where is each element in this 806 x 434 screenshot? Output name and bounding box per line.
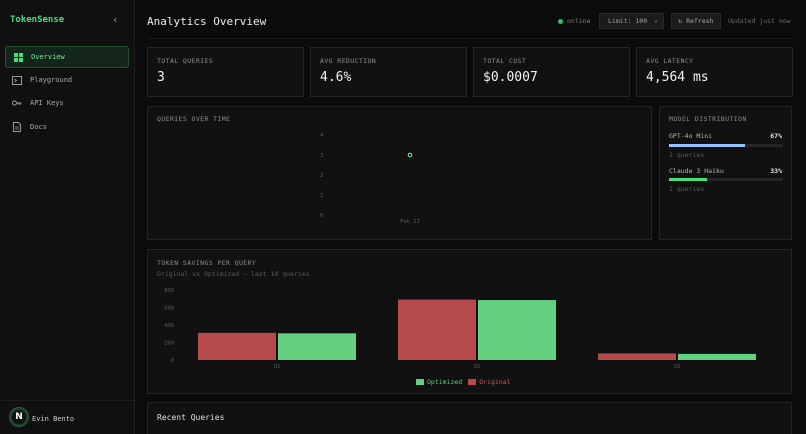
bar-original[interactable] [398, 299, 476, 360]
legend-item-original: Original [468, 378, 511, 386]
app-name: TokenSense [10, 15, 65, 25]
user-name: Evin Bento [32, 415, 75, 423]
legend-label: Original [479, 378, 511, 386]
model-bar-track [669, 144, 783, 147]
sidebar: TokenSense ‹ Overview Playground API Key… [0, 0, 135, 434]
sidebar-item-label: API Keys [30, 99, 64, 107]
collapse-sidebar-icon[interactable]: ‹ [112, 13, 119, 26]
bar-optimized[interactable] [278, 333, 356, 360]
sidebar-footer: N Evin Bento [0, 400, 135, 434]
panel-title: TOKEN SAVINGS PER QUERY [157, 259, 257, 267]
status-indicator: online [558, 17, 590, 25]
legend-item-optimized: Optimized [416, 378, 462, 386]
model-queries: 2 queries [669, 151, 705, 159]
sidebar-item-playground[interactable]: Playground [5, 69, 129, 91]
sidebar-item-label: Overview [31, 53, 65, 61]
stat-card-total-cost: TOTAL COST $0.0007 [473, 47, 630, 97]
stat-card-avg-latency: AVG LATENCY 4,564 ms [636, 47, 793, 97]
sidebar-item-label: Playground [30, 76, 73, 84]
model-percent: 67% [770, 132, 782, 140]
chart-legend: Optimized Original [416, 378, 517, 386]
y-tick-label: 600 [164, 306, 174, 312]
updated-timestamp: Updated just now [728, 17, 791, 25]
stat-label: TOTAL COST [483, 57, 527, 65]
y-tick-label: 1 [320, 193, 323, 199]
stat-label: TOTAL QUERIES [157, 57, 214, 65]
stat-card-avg-reduction: AVG REDUCTION 4.6% [310, 47, 467, 97]
model-bar-fill [669, 178, 707, 181]
avatar-initial: N [15, 412, 23, 422]
document-icon [12, 122, 22, 132]
avatar[interactable]: N [9, 407, 29, 427]
limit-value: Limit: 100 [608, 17, 648, 25]
stat-label: AVG LATENCY [646, 57, 694, 65]
stat-value: $0.0007 [483, 70, 538, 85]
bar-optimized[interactable] [678, 353, 756, 360]
x-tick-label: Q3 [674, 364, 681, 370]
key-icon [12, 98, 22, 108]
terminal-icon [12, 75, 22, 85]
y-tick-label: 2 [320, 173, 323, 179]
x-tick-label: Feb 22 [400, 219, 420, 225]
y-tick-label: 800 [164, 288, 174, 294]
recent-queries-title: Recent Queries [157, 413, 225, 422]
sidebar-item-docs[interactable]: Docs [5, 116, 129, 138]
chevron-down-icon: ⌄ [653, 16, 658, 24]
header-divider [147, 38, 792, 39]
legend-label: Optimized [427, 378, 463, 386]
model-queries: 1 queries [669, 185, 705, 193]
stat-label: AVG REDUCTION [320, 57, 377, 65]
y-tick-label: 3 [320, 153, 323, 159]
model-percent: 33% [770, 167, 782, 175]
savings-chart: 0 200 400 600 800 Q1 Q2 Q3 [164, 288, 756, 370]
bar-original[interactable] [198, 332, 276, 360]
y-tick-label: 400 [164, 323, 174, 329]
grid-icon [13, 52, 23, 62]
legend-swatch [416, 379, 424, 385]
model-bar-fill [669, 144, 746, 147]
bar-original[interactable] [598, 353, 676, 360]
y-tick-label: 0 [320, 213, 323, 219]
stat-value: 4,564 ms [646, 70, 709, 85]
status-text: online [567, 17, 591, 25]
model-distribution-panel: MODEL DISTRIBUTION GPT-4o Mini 67% 2 que… [659, 106, 792, 240]
recent-queries-panel: Recent Queries [147, 402, 792, 434]
page-title: Analytics Overview [147, 15, 267, 28]
data-point[interactable] [407, 152, 413, 158]
sidebar-item-api-keys[interactable]: API Keys [5, 92, 129, 114]
limit-select[interactable]: Limit: 100 ⌄ [599, 13, 664, 29]
model-name: Claude 3 Haiku [669, 167, 724, 175]
queries-over-time-panel: QUERIES OVER TIME 0 1 2 3 4 Feb 22 [147, 106, 652, 240]
stat-value: 3 [157, 70, 165, 85]
model-bar-track [669, 178, 783, 181]
sidebar-item-label: Docs [30, 123, 47, 131]
y-tick-label: 4 [320, 133, 324, 139]
legend-swatch [468, 379, 477, 385]
model-name: GPT-4o Mini [669, 132, 713, 140]
token-savings-panel: TOKEN SAVINGS PER QUERY Original vs Opti… [147, 249, 792, 394]
y-tick-label: 200 [164, 341, 174, 347]
stat-value: 4.6% [320, 70, 352, 85]
refresh-button[interactable]: ↻ Refresh [671, 13, 721, 29]
panel-title: MODEL DISTRIBUTION [669, 115, 747, 123]
x-tick-label: Q1 [274, 364, 281, 370]
queries-chart: 0 1 2 3 4 Feb 22 [320, 133, 420, 225]
online-dot-icon [558, 18, 563, 24]
stat-card-total-queries: TOTAL QUERIES 3 [147, 47, 304, 97]
y-tick-label: 0 [171, 358, 174, 364]
panel-subtitle: Original vs Optimized — last 10 queries [157, 270, 310, 278]
panel-title: QUERIES OVER TIME [157, 115, 231, 123]
x-tick-label: Q2 [474, 364, 481, 370]
bar-optimized[interactable] [478, 300, 556, 360]
sidebar-item-overview[interactable]: Overview [5, 46, 129, 68]
